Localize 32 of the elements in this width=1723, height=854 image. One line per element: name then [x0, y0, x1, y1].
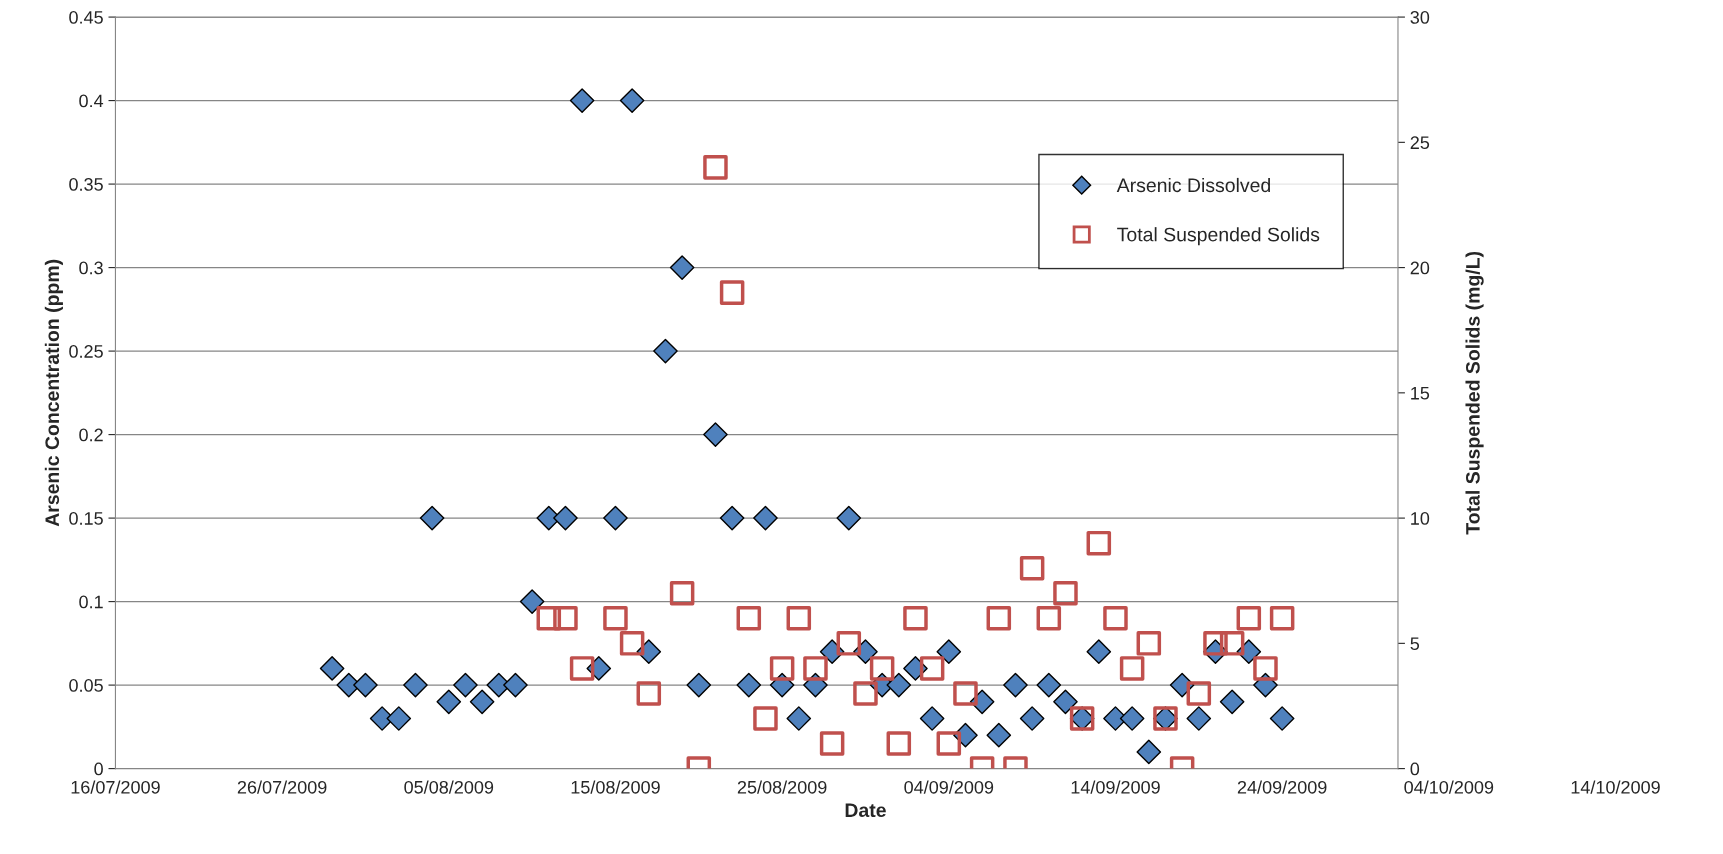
x-axis-title: Date — [845, 803, 886, 818]
y2-tick-label: 0 — [1410, 762, 1420, 776]
y-tick-label: 0.25 — [69, 345, 103, 358]
x-tick-label: 14/10/2009 — [1571, 780, 1660, 794]
y2-tick-label: 5 — [1410, 637, 1420, 651]
y2-axis-title: Total Suspended Solids (mg/L) — [1465, 251, 1484, 535]
y-tick-label: 0.1 — [79, 595, 103, 609]
y-tick-label: 0.35 — [69, 178, 103, 191]
y-tick-label: 0.2 — [79, 428, 103, 442]
x-tick-label: 14/09/2009 — [1071, 780, 1160, 794]
y2-tick-label: 10 — [1411, 512, 1430, 525]
x-tick-label: 25/08/2009 — [737, 780, 827, 794]
y-tick-label: 0 — [94, 762, 103, 776]
y-axis-title: Arsenic Concentration (ppm) — [44, 259, 63, 527]
x-tick-label: 24/09/2009 — [1237, 780, 1327, 794]
y-tick-label: 0.4 — [79, 94, 104, 108]
y2-tick-label: 25 — [1410, 136, 1430, 150]
legend-label: Arsenic Dissolved — [1116, 177, 1270, 193]
y2-tick-label: 15 — [1411, 386, 1430, 400]
x-tick-label: 26/07/2009 — [237, 780, 327, 794]
x-tick-label: 16/07/2009 — [71, 780, 160, 794]
y-tick-label: 0.3 — [79, 261, 103, 275]
x-tick-label: 05/08/2009 — [404, 780, 494, 794]
x-tick-label: 04/10/2009 — [1404, 780, 1494, 794]
x-tick-label: 15/08/2009 — [571, 780, 660, 794]
legend-label: Total Suspended Solids — [1117, 227, 1320, 246]
y2-tick-label: 30 — [1410, 11, 1430, 24]
y-tick-label: 0.05 — [69, 679, 103, 692]
y-tick-label: 0.45 — [69, 11, 103, 24]
x-tick-label: 04/09/2009 — [904, 780, 994, 794]
y-tick-label: 0.15 — [69, 512, 103, 525]
y2-tick-label: 20 — [1410, 261, 1430, 275]
